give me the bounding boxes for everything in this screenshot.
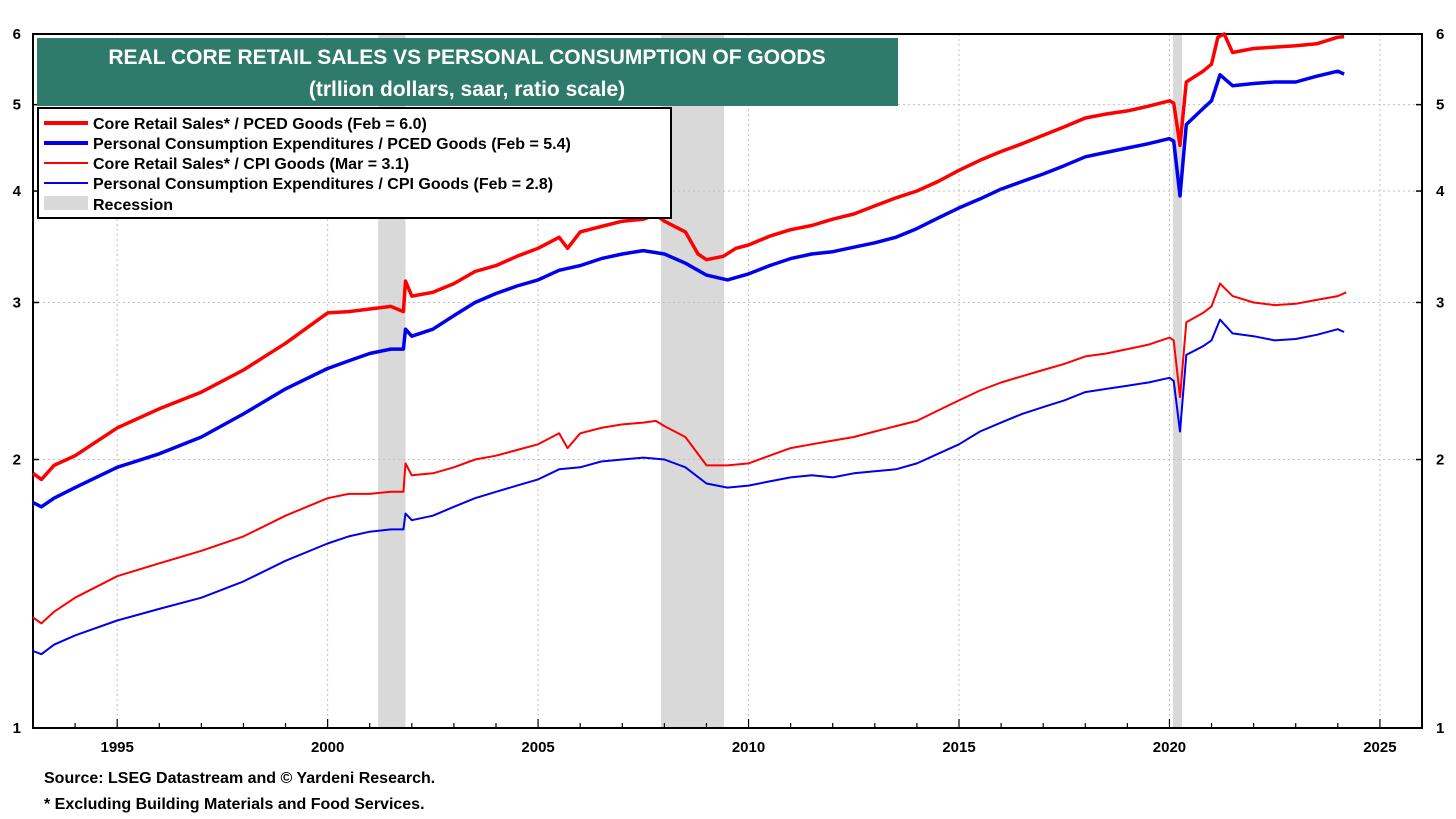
series-lines — [31, 32, 1347, 656]
legend: Core Retail Sales* / PCED Goods (Feb = 6… — [37, 107, 672, 219]
title-box: REAL CORE RETAIL SALES VS PERSONAL CONSU… — [37, 38, 898, 106]
plot-frame — [32, 33, 1423, 729]
legend-entry-2: Personal Consumption Expenditures / PCED… — [93, 136, 571, 153]
y-axis-left: 1 2 3 4 5 6 — [13, 26, 39, 737]
y-tick-label-right: 5 — [1436, 97, 1444, 114]
y-tick-label-left: 1 — [13, 720, 21, 737]
footnote: * Excluding Building Materials and Food … — [44, 796, 425, 813]
x-tick-label: 2005 — [521, 739, 554, 756]
x-tick-label: 2020 — [1153, 739, 1186, 756]
source-note: Source: LSEG Datastream and © Yardeni Re… — [44, 770, 435, 787]
y-axis-right: 1 2 3 4 5 6 — [1416, 26, 1445, 737]
y-tick-label-right: 4 — [1436, 183, 1445, 200]
y-tick-label-left: 5 — [13, 97, 21, 114]
x-tick-label: 2015 — [942, 739, 975, 756]
y-tick-label-right: 1 — [1436, 720, 1444, 737]
series-line-1 — [31, 32, 1345, 482]
chart-title: REAL CORE RETAIL SALES VS PERSONAL CONSU… — [108, 46, 825, 69]
x-tick-label: 2000 — [311, 739, 344, 756]
x-tick-label: 1995 — [100, 739, 133, 756]
y-tick-label-left: 2 — [13, 452, 21, 469]
y-tick-label-left: 4 — [13, 183, 22, 200]
y-tick-label-right: 6 — [1436, 26, 1444, 43]
legend-swatch-recession — [44, 196, 88, 210]
y-tick-label-left: 3 — [13, 294, 21, 311]
x-tick-label: 2025 — [1363, 739, 1396, 756]
y-tick-label-left: 6 — [13, 26, 21, 43]
x-axis: 1995 2000 2005 2010 2015 2020 2025 — [32, 719, 1423, 756]
series-line-3 — [32, 282, 1347, 625]
series-line-2 — [32, 69, 1345, 509]
x-tick-label: 2010 — [732, 739, 765, 756]
legend-entry-1: Core Retail Sales* / PCED Goods (Feb = 6… — [93, 116, 427, 133]
legend-entry-recession: Recession — [93, 197, 173, 214]
y-tick-label-right: 2 — [1436, 452, 1444, 469]
legend-entry-4: Personal Consumption Expenditures / CPI … — [93, 176, 553, 193]
legend-entry-3: Core Retail Sales* / CPI Goods (Mar = 3.… — [93, 156, 409, 173]
chart-subtitle: (trllion dollars, saar, ratio scale) — [309, 78, 625, 101]
y-tick-label-right: 3 — [1436, 294, 1444, 311]
series-line-4 — [32, 318, 1345, 656]
